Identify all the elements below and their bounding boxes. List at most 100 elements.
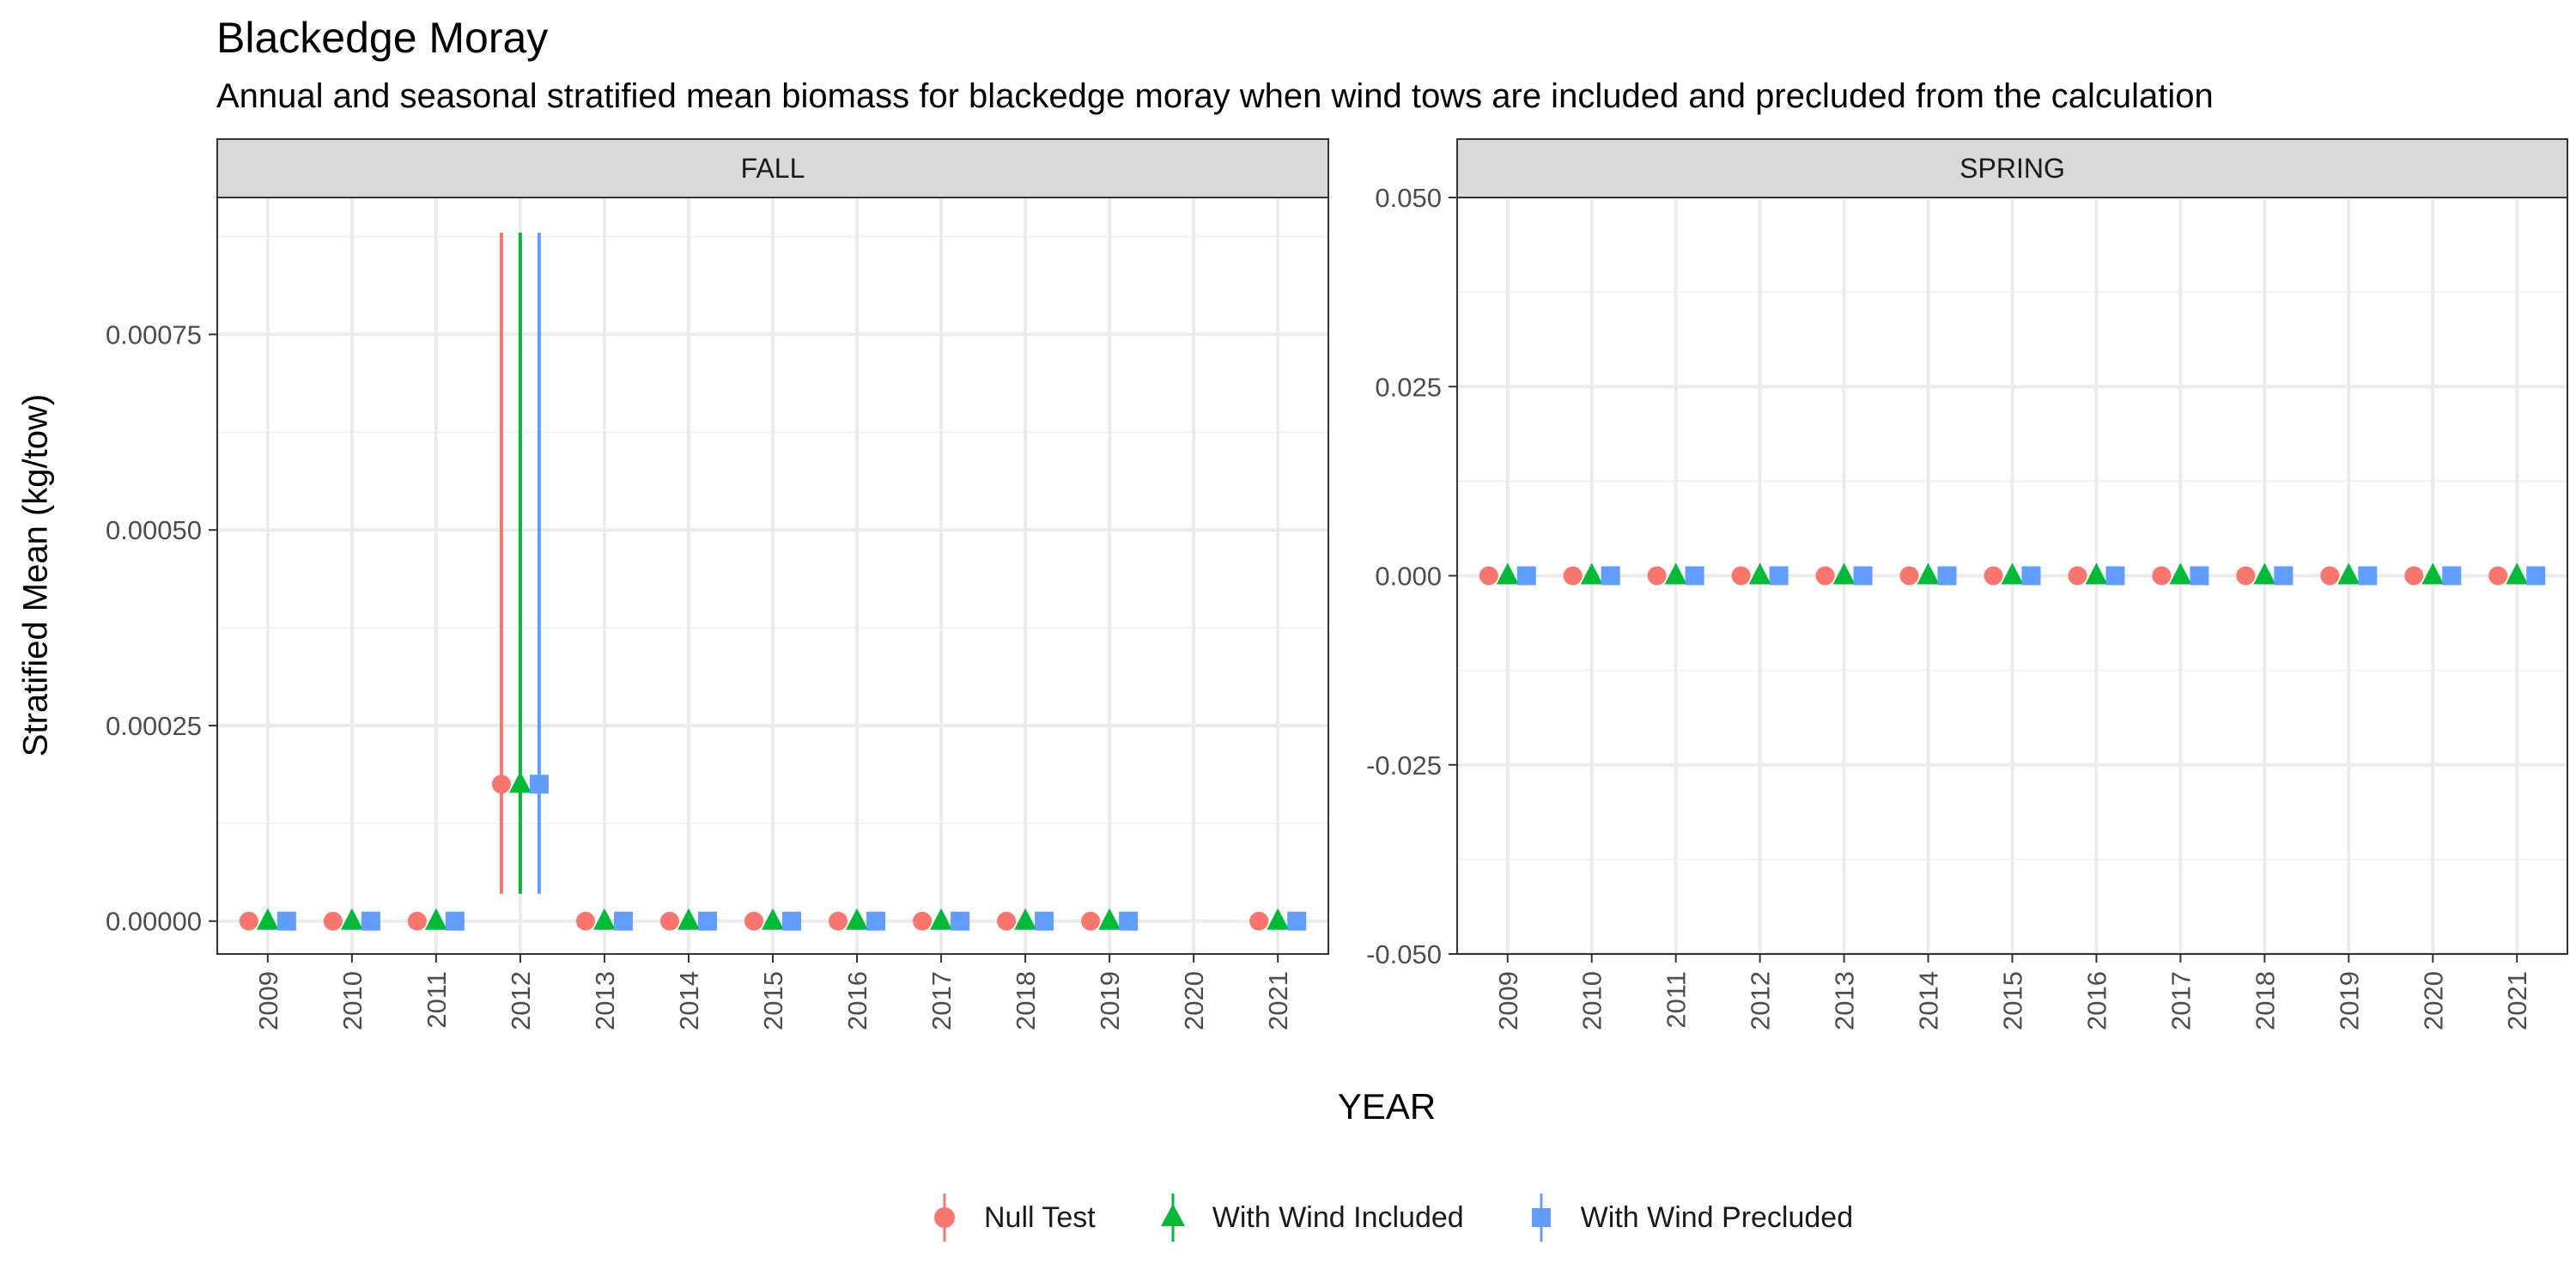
point-with-wind-included — [1267, 908, 1290, 930]
point-null-test — [2068, 566, 2087, 586]
point-with-wind-included — [2337, 562, 2360, 585]
x-axis-label: YEAR — [1337, 1086, 1437, 1127]
x-tick-label: 2009 — [1493, 971, 1523, 1030]
point-with-wind-included — [1917, 562, 1940, 585]
x-tick-label: 2019 — [2334, 971, 2364, 1030]
point-with-wind-included — [2506, 562, 2529, 585]
point-with-wind-precluded — [276, 911, 296, 931]
point-with-wind-precluded — [697, 911, 717, 931]
y-tick-label: 0.000 — [1375, 562, 1442, 592]
facet-strip-fall — [216, 138, 1329, 198]
point-null-test — [1731, 566, 1751, 586]
point-null-test — [1563, 566, 1583, 586]
x-tick-label: 2011 — [1662, 971, 1692, 1029]
point-null-test — [407, 911, 427, 931]
legend-key-with-wind-precluded — [1531, 1194, 1551, 1242]
point-null-test — [1899, 566, 1919, 586]
chart-title: Blackedge Moray — [216, 14, 549, 62]
point-null-test — [1647, 566, 1667, 586]
point-with-wind-included — [256, 908, 279, 930]
point-null-test — [1815, 566, 1835, 586]
point-null-test — [1984, 566, 2003, 586]
x-tick-label: 2021 — [1263, 971, 1293, 1030]
point-null-test — [829, 911, 848, 931]
y-tick-label: -0.025 — [1366, 750, 1442, 781]
point-null-test — [2488, 566, 2508, 586]
point-with-wind-included — [677, 908, 700, 930]
x-tick-label: 2013 — [1830, 971, 1860, 1030]
legend-item-null-test: Null Test — [919, 1190, 1096, 1245]
point-with-wind-precluded — [361, 911, 380, 931]
point-with-wind-included — [1664, 562, 1687, 585]
point-null-test — [239, 911, 258, 931]
point-null-test — [491, 775, 511, 794]
legend-key-null-test — [934, 1194, 955, 1242]
point-with-wind-precluded — [1769, 566, 1789, 586]
point-with-wind-precluded — [2105, 566, 2125, 586]
facet-strip-label: SPRING — [1959, 153, 2065, 184]
point-null-test — [323, 911, 343, 931]
point-with-wind-precluded — [1937, 566, 1957, 586]
point-null-test — [1081, 911, 1101, 931]
point-with-wind-included — [1748, 562, 1771, 585]
x-tick-label: 2010 — [337, 971, 368, 1030]
point-with-wind-included — [930, 908, 953, 930]
point-with-wind-included — [340, 908, 363, 930]
point-with-wind-precluded — [445, 911, 465, 931]
x-tick-label: 2018 — [1011, 971, 1041, 1030]
x-tick-label: 2012 — [1746, 971, 1776, 1030]
point-with-wind-included — [846, 908, 869, 930]
x-tick-label: 2012 — [506, 971, 536, 1030]
point-with-wind-included — [508, 771, 532, 793]
point-with-wind-precluded — [2358, 566, 2378, 586]
point-with-wind-included — [592, 908, 616, 930]
x-tick-label: 2015 — [1998, 971, 2028, 1030]
point-with-wind-included — [2253, 562, 2276, 585]
point-with-wind-precluded — [2190, 566, 2209, 586]
legend-key-with-wind-included — [1160, 1194, 1185, 1242]
y-tick-label: 0.00075 — [106, 319, 202, 349]
x-tick-label: 2020 — [1179, 971, 1209, 1030]
y-tick-label: 0.00025 — [106, 711, 202, 741]
point-null-test — [2152, 566, 2172, 586]
y-tick-label: 0.00050 — [106, 515, 202, 545]
point-null-test — [659, 911, 679, 931]
x-tick-label: 2014 — [674, 971, 704, 1030]
point-with-wind-precluded — [613, 911, 633, 931]
x-tick-label: 2016 — [842, 971, 872, 1030]
facet-strip-spring — [1456, 138, 2568, 198]
point-with-wind-precluded — [2442, 566, 2462, 586]
legend-label: Null Test — [984, 1200, 1096, 1234]
y-tick-label: 0.025 — [1375, 372, 1442, 402]
chart-subtitle: Annual and seasonal stratified mean biom… — [216, 77, 2214, 115]
point-with-wind-precluded — [2021, 566, 2041, 586]
point-with-wind-included — [1580, 562, 1603, 585]
point-with-wind-precluded — [1601, 566, 1620, 586]
legend-item-with-wind-included: With Wind Included — [1147, 1190, 1464, 1245]
point-with-wind-precluded — [2526, 566, 2546, 586]
point-with-wind-precluded — [951, 911, 970, 931]
point-with-wind-included — [1098, 908, 1121, 930]
point-with-wind-precluded — [1119, 911, 1139, 931]
point-with-wind-precluded — [2274, 566, 2293, 586]
legend-label: With Wind Precluded — [1580, 1200, 1854, 1234]
legend: Null Test With Wind Included With Wind P… — [919, 1190, 1905, 1245]
point-with-wind-precluded — [1516, 566, 1536, 586]
point-with-wind-included — [1832, 562, 1856, 585]
point-null-test — [2404, 566, 2424, 586]
point-null-test — [1479, 566, 1498, 586]
x-tick-label: 2017 — [2166, 971, 2196, 1030]
y-tick-label: 0.00000 — [106, 907, 202, 937]
x-tick-label: 2011 — [422, 971, 452, 1029]
point-null-test — [744, 911, 763, 931]
point-with-wind-included — [2085, 562, 2108, 585]
x-tick-label: 2010 — [1577, 971, 1607, 1030]
x-tick-label: 2020 — [2418, 971, 2448, 1030]
x-tick-label: 2018 — [2250, 971, 2280, 1030]
point-with-wind-precluded — [1853, 566, 1873, 586]
point-with-wind-precluded — [866, 911, 886, 931]
x-tick-label: 2021 — [2502, 971, 2532, 1030]
x-tick-label: 2015 — [758, 971, 788, 1030]
point-null-test — [1249, 911, 1269, 931]
point-null-test — [997, 911, 1017, 931]
